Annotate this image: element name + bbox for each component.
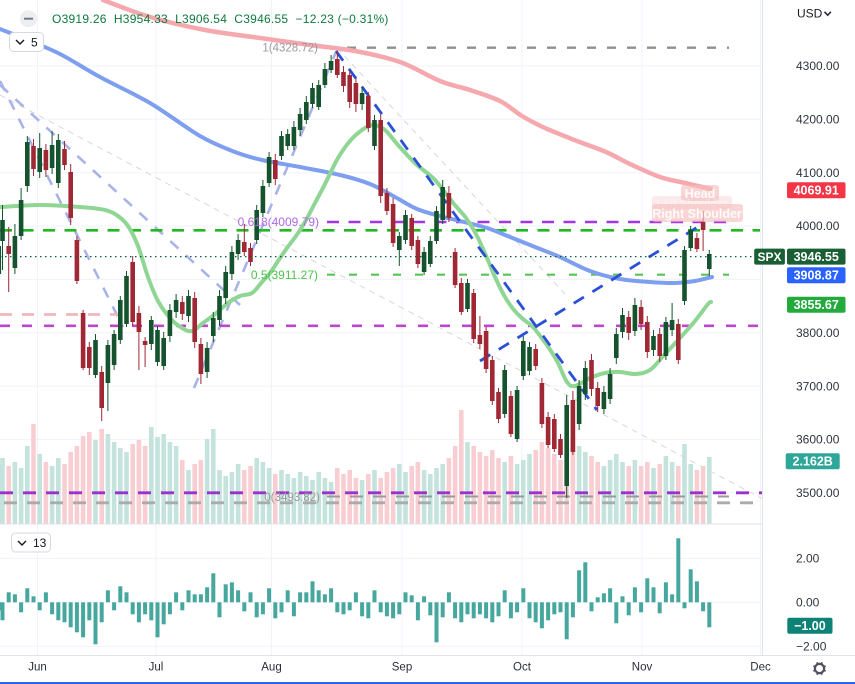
svg-text:SPX: SPX (757, 250, 781, 264)
svg-text:Jul: Jul (149, 662, 164, 674)
svg-text:Aug: Aug (261, 662, 281, 674)
svg-text:3700.00: 3700.00 (796, 379, 840, 393)
svg-text:5: 5 (31, 36, 38, 50)
svg-text:O3919.26 H3954.33 L3906.54: O3919.26 H3954.33 L3906.54 C3946.55 −12.… (52, 12, 389, 26)
svg-text:3600.00: 3600.00 (796, 433, 840, 447)
svg-text:2.00: 2.00 (796, 552, 820, 566)
svg-text:Oct: Oct (513, 662, 532, 674)
svg-text:13: 13 (33, 536, 47, 550)
svg-text:3946.55: 3946.55 (794, 250, 839, 264)
svg-text:0.5(3911.27): 0.5(3911.27) (251, 268, 318, 282)
svg-text:4100.00: 4100.00 (796, 166, 840, 180)
svg-text:−1.00: −1.00 (794, 619, 826, 633)
svg-text:4300.00: 4300.00 (796, 59, 840, 73)
svg-text:4200.00: 4200.00 (796, 113, 840, 127)
svg-text:Jun: Jun (28, 662, 47, 674)
svg-text:4000.00: 4000.00 (796, 219, 840, 233)
svg-text:2.162B: 2.162B (793, 455, 833, 469)
svg-text:1(4328.72): 1(4328.72) (262, 43, 318, 55)
svg-text:Right Shoulder: Right Shoulder (652, 207, 742, 221)
svg-text:4069.91: 4069.91 (794, 184, 839, 198)
svg-text:3908.87: 3908.87 (794, 269, 839, 283)
svg-text:USD: USD (797, 7, 823, 21)
svg-text:0.618(4009.79): 0.618(4009.79) (238, 215, 319, 229)
svg-text:Head: Head (685, 187, 716, 201)
svg-text:0.00: 0.00 (796, 596, 820, 610)
svg-text:3500.00: 3500.00 (796, 486, 840, 500)
svg-text:3800.00: 3800.00 (796, 326, 840, 340)
svg-text:Sep: Sep (392, 662, 412, 674)
svg-text:3855.67: 3855.67 (794, 298, 839, 312)
svg-text:−2.00: −2.00 (796, 639, 827, 653)
svg-text:Dec: Dec (750, 662, 771, 674)
svg-text:Nov: Nov (632, 662, 653, 674)
svg-text:0(3493.82): 0(3493.82) (264, 492, 320, 504)
